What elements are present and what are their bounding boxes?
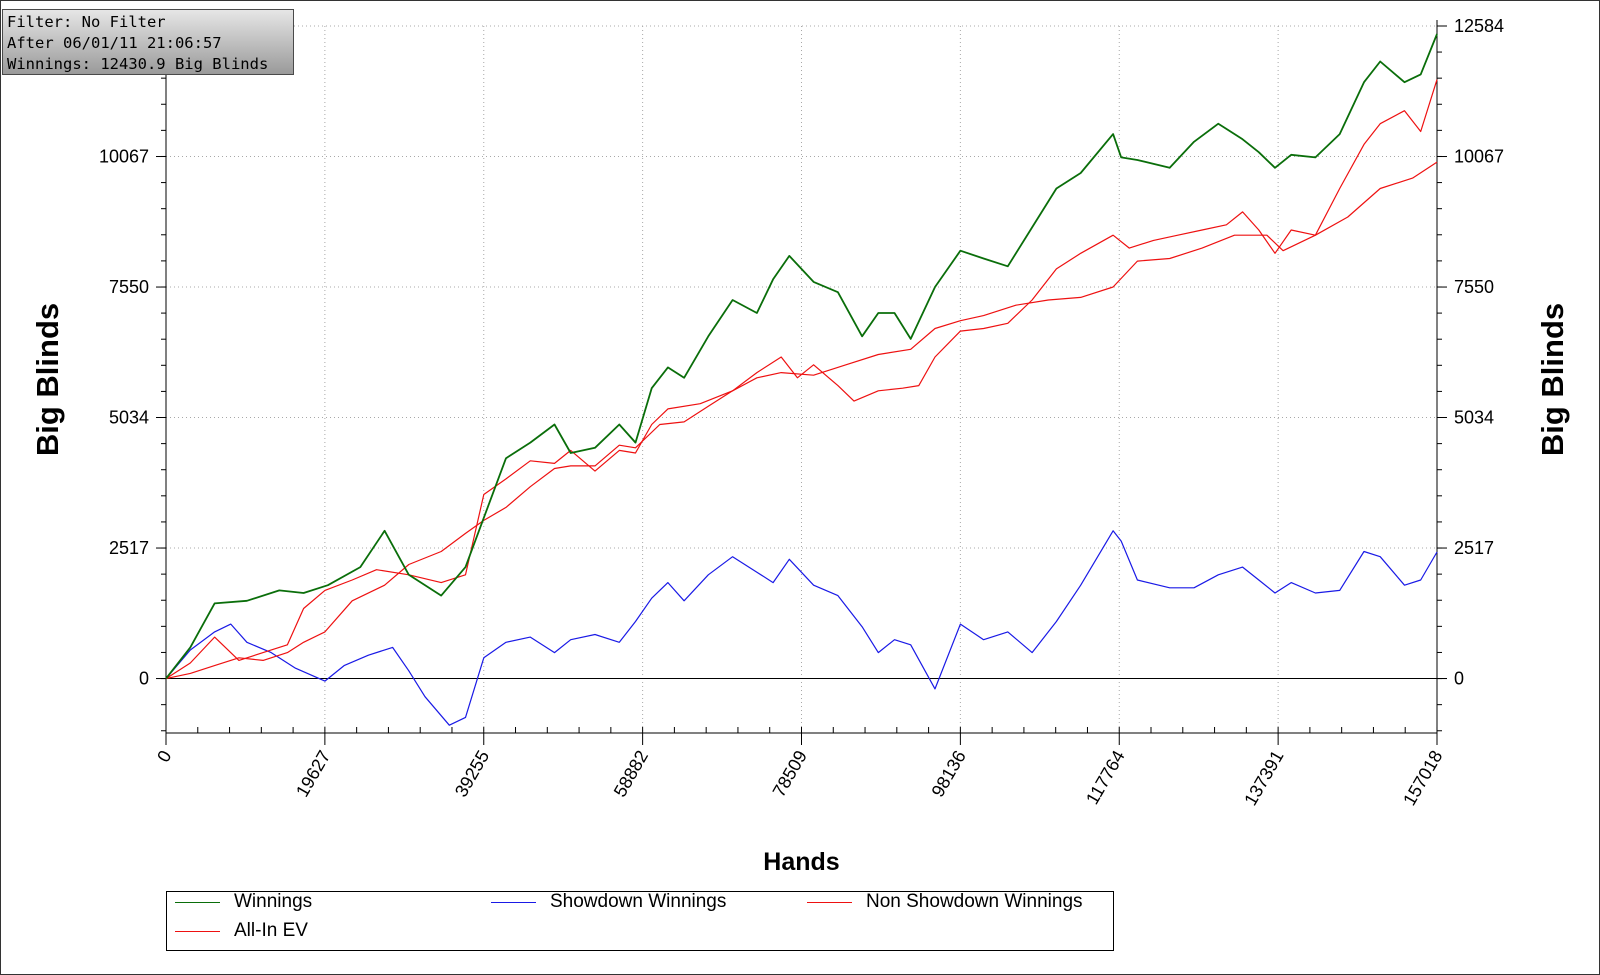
x-tick-label: 98136 — [927, 747, 969, 800]
allin-ev-line — [165, 79, 1438, 680]
winnings-line — [165, 33, 1438, 680]
legend-swatch-non-showdown — [807, 901, 852, 903]
x-tick-label: 157018 — [1399, 747, 1446, 809]
x-tick-label: 137391 — [1240, 747, 1287, 809]
legend-swatch-winnings — [175, 901, 220, 903]
x-tick-label: 58882 — [610, 747, 652, 800]
x-tick-label: 0 — [153, 747, 175, 766]
y-tick-label-right: 7550 — [1454, 277, 1494, 297]
legend-item-allin-ev: All-In EV — [175, 920, 308, 942]
y-tick-label-left: 5034 — [109, 408, 149, 428]
legend-swatch-allin-ev — [175, 930, 220, 932]
legend-item-winnings: Winnings — [175, 891, 312, 913]
x-axis-title: Hands — [763, 848, 839, 876]
y-tick-label-right: 5034 — [1454, 408, 1494, 428]
y-tick-label-right: 2517 — [1454, 538, 1494, 558]
after-date-text: After 06/01/11 21:06:57 — [7, 34, 222, 52]
y-tick-label-left: 10067 — [99, 147, 149, 167]
y-tick-label-right: 0 — [1454, 669, 1464, 689]
y-tick-label-left: 2517 — [109, 538, 149, 558]
non-showdown-winnings-line — [165, 161, 1438, 680]
y-tick-label-right: 12584 — [1454, 16, 1504, 36]
x-tick-label: 19627 — [292, 747, 334, 800]
legend-label-non-showdown: Non Showdown Winnings — [866, 891, 1083, 912]
filter-text: Filter: No Filter — [7, 13, 166, 31]
y-axis-title-left: Big Blinds — [30, 303, 65, 456]
showdown-winnings-line — [165, 530, 1438, 726]
x-tick-label: 117764 — [1082, 747, 1129, 808]
y-tick-label-left: 0 — [139, 669, 149, 689]
legend-label-winnings: Winnings — [234, 891, 313, 912]
y-tick-label-right: 10067 — [1454, 147, 1504, 167]
legend-label-allin-ev: All-In EV — [234, 920, 308, 941]
x-tick-label: 39255 — [451, 747, 493, 800]
chart-legend: Winnings Showdown Winnings Non Showdown … — [166, 891, 1114, 951]
legend-item-showdown: Showdown Winnings — [491, 891, 726, 913]
winnings-total-text: Winnings: 12430.9 Big Blinds — [7, 55, 269, 73]
y-tick-label-left: 7550 — [109, 277, 149, 297]
y-axis-title-right: Big Blinds — [1535, 303, 1570, 456]
filter-info-box: Filter: No Filter After 06/01/11 21:06:5… — [2, 9, 294, 75]
legend-swatch-showdown — [491, 901, 536, 903]
x-tick-label: 78509 — [769, 747, 811, 800]
legend-item-non-showdown: Non Showdown Winnings — [807, 891, 1083, 913]
legend-label-showdown: Showdown Winnings — [550, 891, 727, 912]
